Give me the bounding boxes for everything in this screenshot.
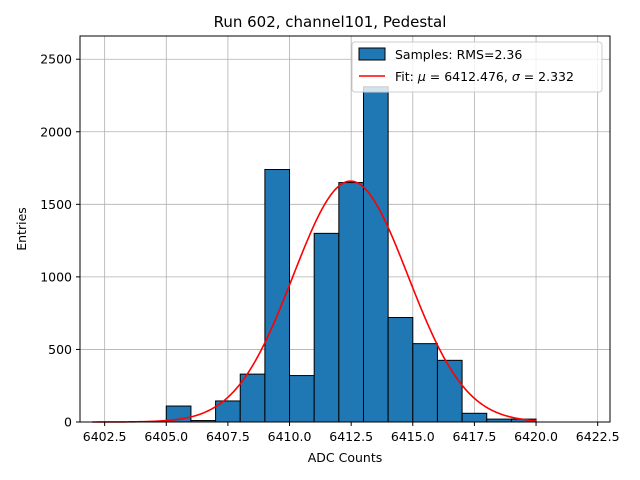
y-tick-label: 2000: [40, 124, 72, 139]
legend-samples-label: Samples: RMS=2.36: [395, 47, 522, 62]
legend-sigma-symbol: σ: [512, 69, 521, 84]
plot-frame: [79, 35, 611, 423]
histogram-bar: [289, 375, 315, 423]
histogram-bar: [436, 359, 463, 423]
x-tick-label: 6415.0: [391, 429, 435, 444]
histogram-bars: [165, 86, 537, 423]
x-tick-label: 6410.0: [268, 429, 312, 444]
chart-title: Run 602, channel101, Pedestal: [214, 13, 447, 31]
legend-sigma-value: = 2.332: [520, 69, 574, 84]
legend-mu-value: = 6412.476,: [426, 69, 512, 84]
y-axis-ticks: 0 500 1000 1500 2000 2500: [40, 52, 80, 430]
fit-curve: [92, 180, 537, 423]
x-tick-label: 6405.0: [144, 429, 188, 444]
histogram-bar: [313, 232, 340, 423]
y-tick-label: 500: [48, 342, 72, 357]
histogram-bar: [362, 86, 389, 423]
x-tick-label: 6407.5: [206, 429, 250, 444]
y-tick-label: 0: [64, 415, 72, 430]
x-tick-label: 6420.0: [514, 429, 558, 444]
x-axis-ticks: 6402.5 6405.0 6407.5 6410.0 6412.5 6415.0 6417…: [83, 422, 620, 444]
legend-fit-prefix: Fit:: [395, 69, 418, 84]
legend-samples-swatch: [358, 47, 386, 61]
y-axis-label: Entries: [14, 207, 29, 251]
legend-fit-label: Fit: μ = 6412.476, σ = 2.332: [395, 69, 574, 84]
y-tick-label: 2500: [40, 52, 72, 67]
x-tick-label: 6402.5: [83, 429, 127, 444]
legend: Samples: RMS=2.36 Fit: μ = 6412.476, σ =…: [351, 41, 603, 93]
histogram-bar: [412, 343, 438, 423]
y-tick-label: 1000: [40, 269, 72, 284]
histogram-bar: [239, 373, 266, 423]
y-tick-label: 1500: [40, 197, 72, 212]
x-axis-label: ADC Counts: [308, 450, 383, 465]
histogram-bar: [387, 317, 414, 423]
histogram-bar: [461, 412, 488, 423]
legend-box: [351, 41, 603, 93]
x-tick-label: 6422.5: [576, 429, 620, 444]
x-tick-label: 6412.5: [329, 429, 373, 444]
x-tick-label: 6417.5: [453, 429, 497, 444]
histogram-bar: [338, 182, 364, 423]
legend-mu-symbol: μ: [417, 69, 426, 84]
